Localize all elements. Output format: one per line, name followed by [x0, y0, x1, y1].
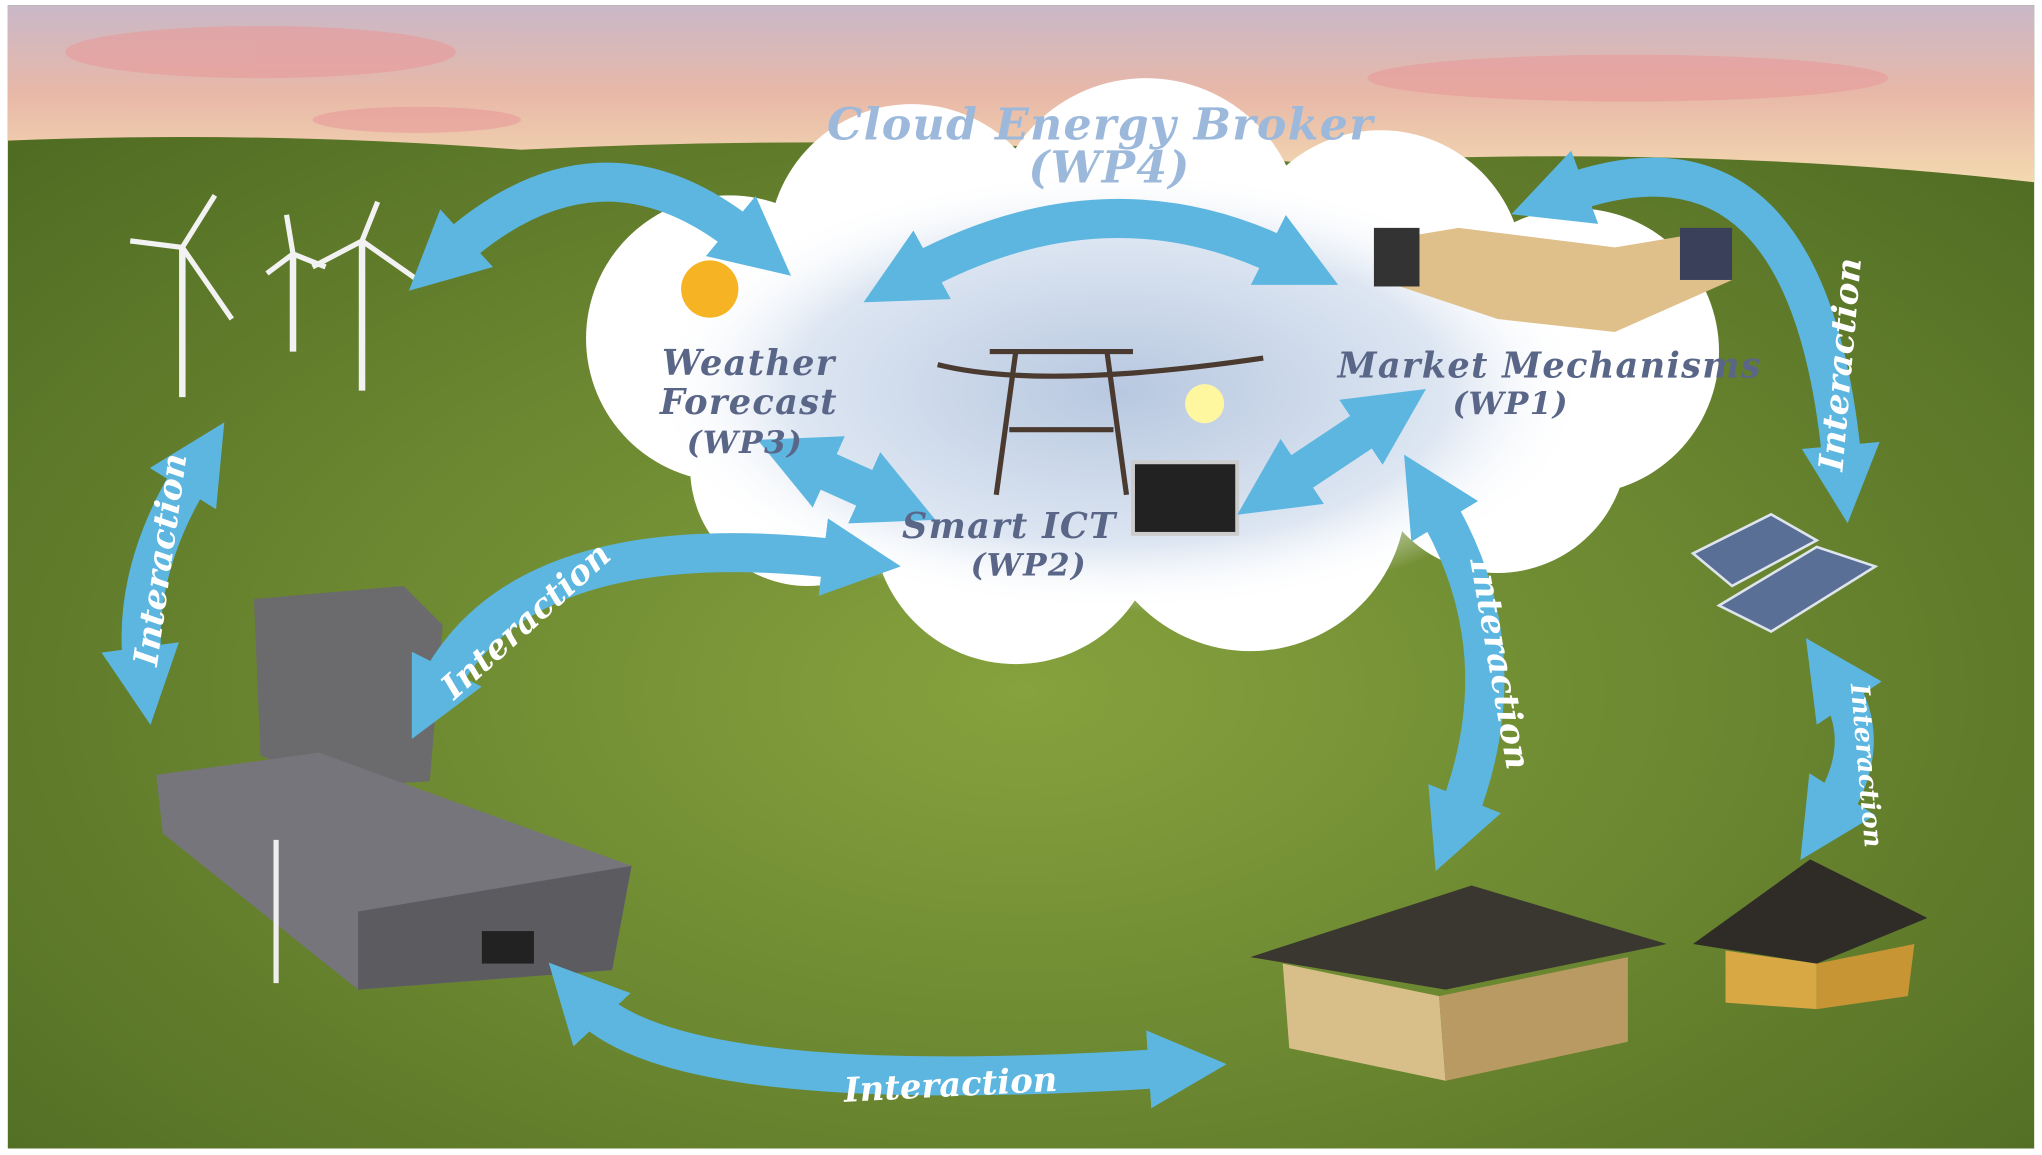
sun [681, 260, 738, 317]
node-label: Weather [662, 343, 837, 384]
node-label: Forecast [659, 382, 838, 423]
node-label: (WP1) [1452, 386, 1568, 422]
node-label: (WP3) [687, 425, 803, 461]
illustration: Cloud Energy Broker (WP4) Weather Foreca… [0, 0, 2042, 1155]
page: Cloud Energy Broker (WP4) Weather Foreca… [0, 0, 2042, 1155]
subtitle: (WP4) [1028, 141, 1190, 193]
node-label: (WP2) [971, 548, 1087, 584]
node-label: Market Mechanisms [1337, 346, 1762, 387]
node-label: Smart ICT [902, 506, 1118, 547]
